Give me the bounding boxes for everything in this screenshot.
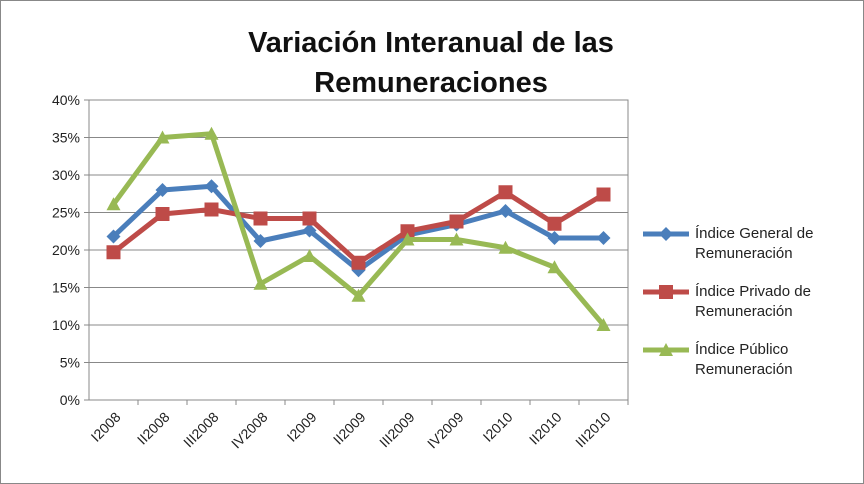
marker	[659, 285, 673, 299]
legend-label: Índice Público Remuneración	[695, 341, 793, 378]
y-tick-label: 30%	[52, 167, 80, 183]
y-tick-label: 10%	[52, 317, 80, 333]
marker	[351, 288, 366, 302]
marker	[253, 276, 268, 290]
marker	[155, 130, 170, 144]
legend-item: Índice General de Remuneración	[641, 216, 863, 274]
marker	[400, 224, 415, 239]
marker	[659, 343, 673, 356]
x-tick-label: I2010	[480, 409, 516, 445]
marker	[302, 249, 317, 262]
marker	[498, 185, 513, 200]
x-tick-label: III2010	[572, 409, 614, 451]
legend-label: Índice Privado de Remuneración	[695, 283, 811, 320]
y-tick-label: 20%	[52, 242, 80, 258]
marker	[596, 231, 611, 245]
marker	[253, 211, 268, 226]
y-tick-label: 35%	[52, 130, 80, 146]
y-tick-label: 40%	[52, 92, 80, 108]
x-tick-label: II2009	[330, 409, 369, 448]
legend-label: Índice General de Remuneración	[695, 225, 814, 262]
legend-swatch	[643, 227, 689, 241]
y-tick-label: 0%	[60, 392, 80, 408]
marker	[498, 240, 513, 254]
x-tick-label: III2009	[376, 409, 418, 451]
marker	[547, 260, 562, 274]
marker	[659, 227, 673, 241]
y-tick-label: 5%	[60, 355, 80, 371]
marker	[302, 223, 317, 238]
marker	[547, 231, 562, 245]
x-tick-label: IV2009	[424, 409, 467, 452]
marker	[106, 229, 121, 244]
x-tick-label: III2008	[180, 409, 222, 451]
legend-swatch	[643, 285, 689, 299]
marker	[449, 214, 464, 229]
marker	[400, 232, 415, 246]
marker	[547, 216, 562, 231]
marker	[596, 187, 611, 202]
legend-item: Índice Público Remuneración	[641, 332, 863, 390]
x-tick-label: II2008	[134, 409, 173, 448]
marker	[204, 126, 219, 140]
y-tick-label: 25%	[52, 205, 80, 221]
marker	[498, 204, 513, 218]
marker	[302, 211, 317, 226]
legend: Índice General de Remuneración Índice Pri…	[641, 216, 863, 390]
legend-item: Índice Privado de Remuneración	[641, 274, 863, 332]
chart-title: Variación Interanual de las Remuneracion…	[248, 27, 614, 99]
marker	[596, 318, 611, 331]
marker	[204, 179, 219, 194]
marker	[449, 232, 464, 246]
x-tick-label: I2009	[284, 409, 320, 445]
x-tick-label: II2010	[526, 409, 565, 448]
y-tick-label: 15%	[52, 280, 80, 296]
marker	[106, 245, 121, 260]
marker	[253, 234, 268, 248]
marker	[155, 207, 170, 221]
x-tick-label: IV2008	[228, 409, 271, 452]
marker	[155, 183, 170, 197]
marker	[106, 197, 121, 211]
marker	[204, 202, 219, 217]
marker	[351, 255, 366, 270]
legend-swatch	[643, 343, 689, 356]
x-tick-label: I2008	[88, 409, 124, 445]
